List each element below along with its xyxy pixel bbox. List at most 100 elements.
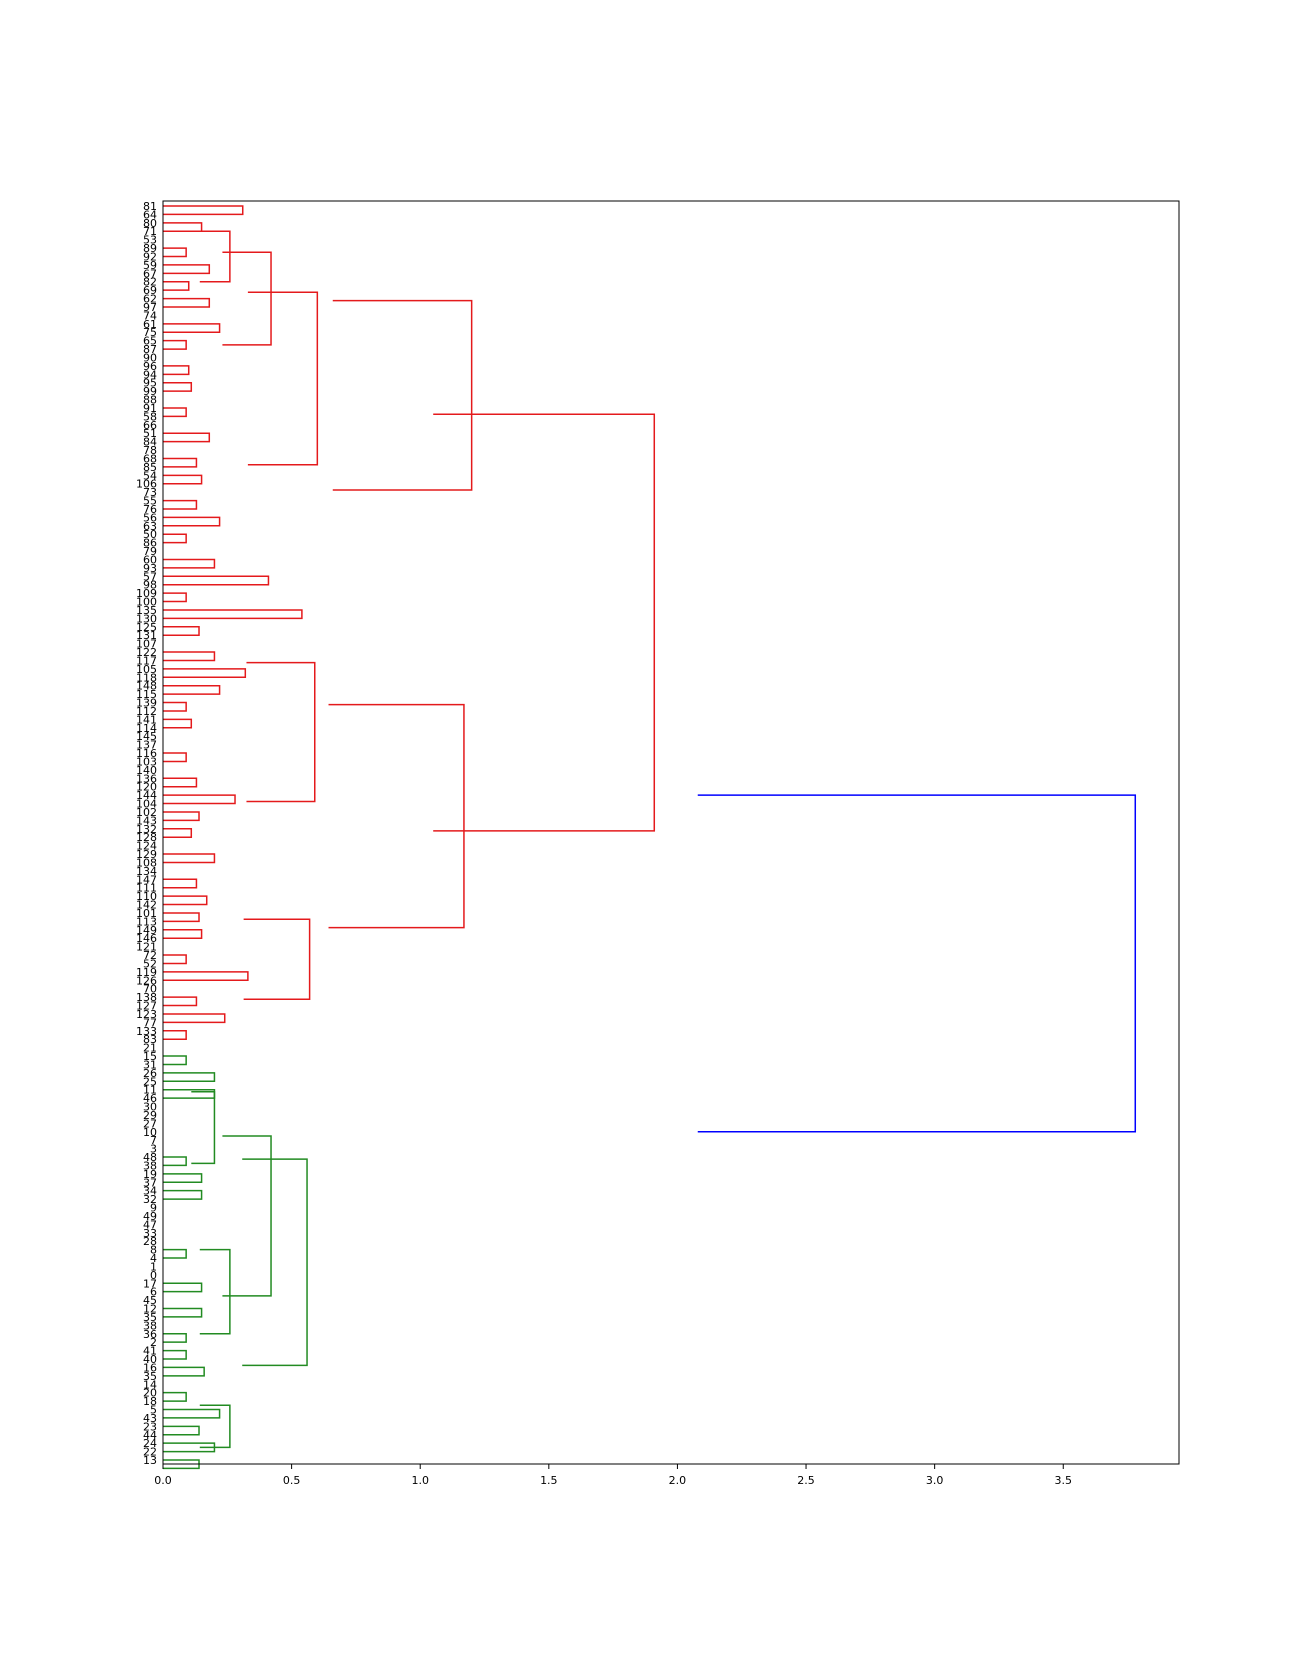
dendrogram-link xyxy=(163,1307,203,1318)
dendrogram-link xyxy=(163,247,187,258)
leaf-label: 135 xyxy=(136,604,157,617)
leaf-label: 16 xyxy=(143,1361,157,1374)
leaf-label: 146 xyxy=(136,932,157,945)
leaf-label: 2 xyxy=(150,1336,157,1349)
dendrogram-link xyxy=(163,1173,203,1184)
leaf-label: 96 xyxy=(143,360,157,373)
leaf-label: 83 xyxy=(143,1033,157,1046)
x-tick-label: 0.0 xyxy=(154,1474,172,1487)
leaf-label: 24 xyxy=(143,1437,157,1450)
dendrogram-link xyxy=(163,701,187,712)
dendrogram-link xyxy=(163,323,221,333)
dendrogram-link xyxy=(163,1030,187,1040)
leaf-label: 71 xyxy=(143,225,157,238)
leaf-label: 46 xyxy=(143,1092,157,1105)
leaf-label: 30 xyxy=(143,1101,157,1114)
leaf-label: 136 xyxy=(136,772,157,785)
leaf-label: 51 xyxy=(143,427,157,440)
leaf-label: 17 xyxy=(143,1277,157,1290)
leaf-label: 20 xyxy=(143,1387,157,1400)
leaf-label: 48 xyxy=(143,1151,157,1164)
dendrogram-link xyxy=(163,575,270,586)
leaf-label: 7 xyxy=(150,1134,157,1147)
leaf-label: 69 xyxy=(143,284,157,297)
cluster-link xyxy=(222,251,272,346)
dendrogram-link xyxy=(163,684,221,695)
leaf-label: 3 xyxy=(150,1143,157,1156)
leaf-label: 124 xyxy=(136,840,157,853)
root-link xyxy=(697,794,1137,1133)
leaf-label: 101 xyxy=(136,907,157,920)
leaf-label: 31 xyxy=(143,1058,157,1071)
leaf-label: 14 xyxy=(143,1378,157,1391)
leaf-label: 144 xyxy=(136,789,157,802)
leaf-label: 106 xyxy=(136,478,157,491)
leaf-label: 148 xyxy=(136,680,157,693)
leaf-label: 15 xyxy=(143,1050,157,1063)
leaf-label: 137 xyxy=(136,739,157,752)
leaf-label: 13 xyxy=(143,1454,157,1467)
x-tick-label: 1.0 xyxy=(411,1474,429,1487)
leaf-label: 110 xyxy=(136,890,157,903)
leaf-label: 130 xyxy=(136,612,157,625)
leaf-label: 85 xyxy=(143,461,157,474)
leaf-label: 35 xyxy=(143,1311,157,1324)
leaf-label: 41 xyxy=(143,1345,157,1358)
leaf-label: 98 xyxy=(143,579,157,592)
leaf-label: 38 xyxy=(143,1319,157,1332)
dendrogram-link xyxy=(163,499,198,510)
x-axis: 0.0 0.5 1.0 1.5 2.0 2.5 3.0 3.5 xyxy=(154,1464,1072,1487)
leaf-label: 131 xyxy=(136,629,157,642)
dendrogram-link xyxy=(163,205,244,216)
leaf-label: 55 xyxy=(143,495,157,508)
leaf-label: 73 xyxy=(143,486,157,499)
leaf-label: 113 xyxy=(136,915,157,928)
leaf-label: 92 xyxy=(143,250,157,263)
dendrogram-link xyxy=(163,929,203,939)
leaf-label: 4 xyxy=(150,1252,157,1265)
leaf-label: 80 xyxy=(143,217,157,230)
leaf-label: 43 xyxy=(143,1412,157,1425)
leaf-label: 118 xyxy=(136,671,157,684)
leaf-label: 109 xyxy=(136,587,157,600)
leaf-label: 5 xyxy=(150,1404,157,1417)
leaf-label: 111 xyxy=(136,882,157,895)
leaf-label: 141 xyxy=(136,713,157,726)
leaf-label: 139 xyxy=(136,697,157,710)
leaf-label: 91 xyxy=(143,402,157,415)
dendrogram-link xyxy=(163,516,221,527)
x-tick-label: 2.0 xyxy=(669,1474,687,1487)
dendrogram-link xyxy=(163,264,211,275)
leaf-label: 81 xyxy=(143,200,157,213)
leaf-label: 119 xyxy=(136,966,157,979)
leaf-label: 76 xyxy=(143,503,157,516)
dendrogram-link xyxy=(163,1408,221,1419)
dendrogram-link xyxy=(163,1333,187,1343)
leaf-label: 62 xyxy=(143,293,157,306)
leaf-label: 88 xyxy=(143,394,157,407)
leaf-label: 11 xyxy=(143,1084,157,1097)
leaf-label: 35 xyxy=(143,1370,157,1383)
dendrogram-link xyxy=(163,474,203,485)
leaf-label: 115 xyxy=(136,688,157,701)
leaf-label: 108 xyxy=(136,856,157,869)
dendrogram-link xyxy=(163,971,249,982)
leaf-label: 147 xyxy=(136,873,157,886)
dendrogram-link xyxy=(163,1425,200,1436)
cluster-link xyxy=(332,299,473,491)
leaf-label: 134 xyxy=(136,865,157,878)
leaf-label: 8 xyxy=(150,1244,157,1257)
leaf-label: 44 xyxy=(143,1429,157,1442)
leaf-label: 104 xyxy=(136,798,157,811)
leaf-label: 0 xyxy=(150,1269,157,1282)
plot-frame xyxy=(162,200,1180,1465)
leaf-label: 63 xyxy=(143,520,157,533)
leaf-label: 57 xyxy=(143,570,157,583)
leaf-label: 89 xyxy=(143,242,157,255)
leaf-label: 149 xyxy=(136,924,157,937)
leaf-label: 61 xyxy=(143,318,157,331)
leaf-label: 34 xyxy=(143,1185,157,1198)
leaf-label: 45 xyxy=(143,1294,157,1307)
dendrogram-link xyxy=(163,457,198,468)
leaf-label: 79 xyxy=(143,545,157,558)
